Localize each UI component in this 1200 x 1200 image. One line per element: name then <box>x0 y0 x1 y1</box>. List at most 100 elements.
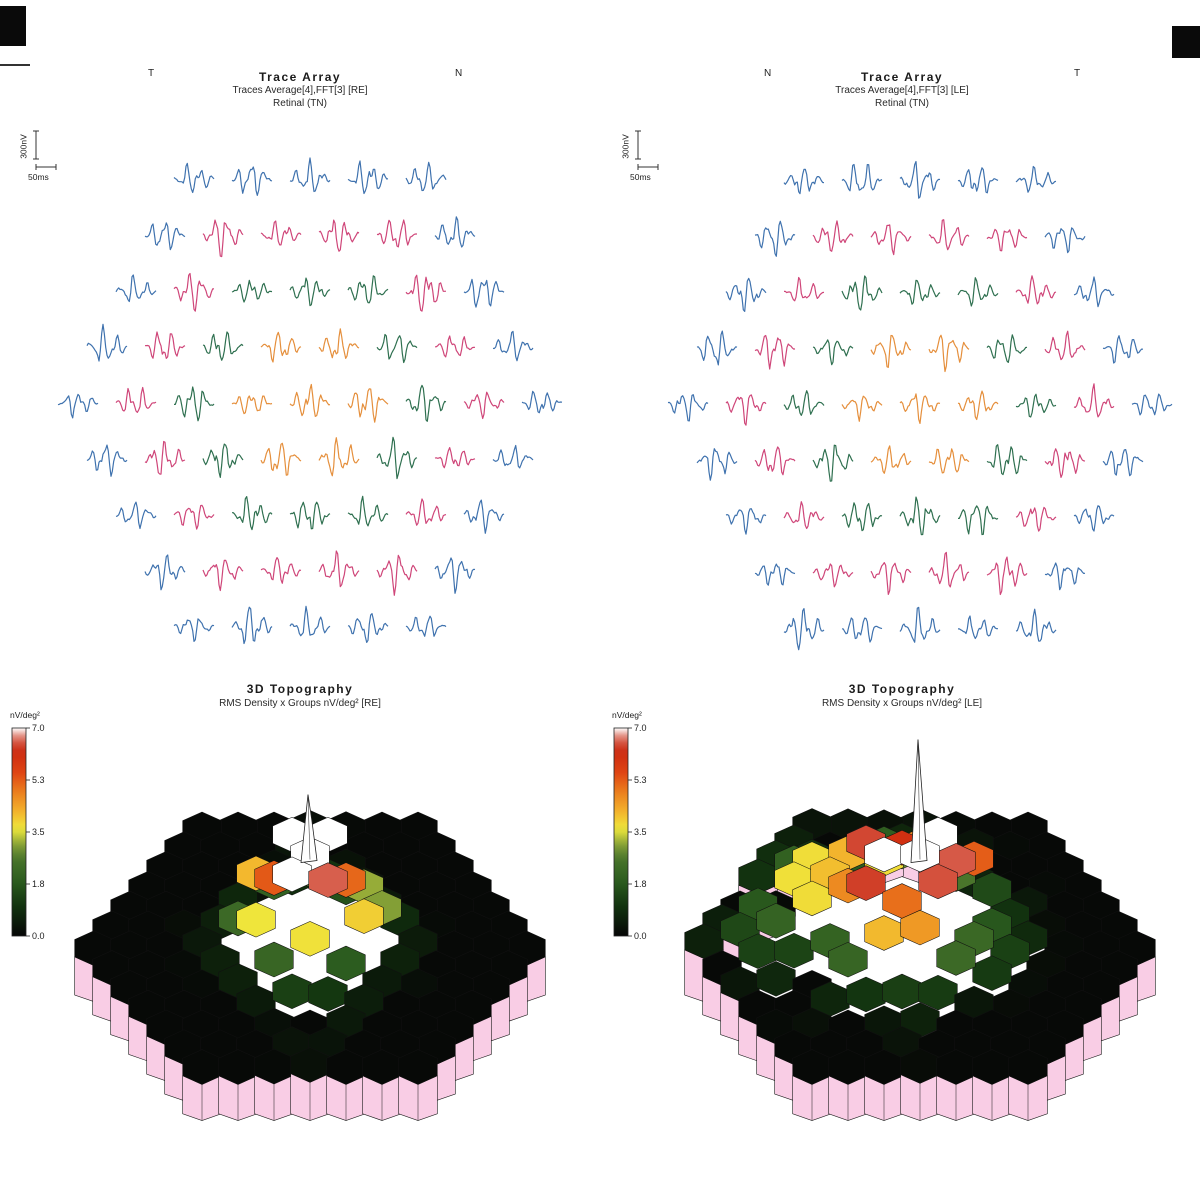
topo-hex-cell <box>308 862 348 898</box>
mferg-trace <box>725 277 767 312</box>
mferg-trace <box>812 444 854 482</box>
mferg-trace <box>231 606 273 645</box>
mferg-trace <box>173 162 215 194</box>
mferg-trace <box>958 505 999 536</box>
colorbar-unit-label: nV/deg² <box>612 710 642 720</box>
mferg-trace <box>86 444 128 477</box>
mferg-trace <box>115 501 157 530</box>
mferg-trace <box>260 442 302 476</box>
mferg-trace <box>405 498 447 526</box>
mferg-trace <box>696 330 738 366</box>
topography-panel-right-eye: 3D Topography RMS Density x Groups nV/de… <box>0 668 600 1200</box>
mferg-trace <box>202 219 244 258</box>
mferg-trace <box>986 444 1028 476</box>
mferg-trace <box>231 166 273 196</box>
topo-hex-cell <box>290 1047 330 1083</box>
mferg-trace <box>870 224 912 256</box>
topo-hex-cell <box>398 1049 438 1085</box>
mferg-trace <box>1044 330 1086 361</box>
mferg-trace <box>870 562 912 595</box>
mferg-trace <box>841 617 883 643</box>
mferg-trace <box>1015 608 1057 642</box>
topography-svg-re <box>74 794 546 1121</box>
trace-array-panel-left-eye: N T Trace Array Traces Average[4],FFT[3]… <box>602 58 1200 670</box>
mferg-trace <box>784 276 825 302</box>
panel-subtitle: RMS Density x Groups nV/deg² [RE] <box>219 698 381 709</box>
mferg-trace <box>376 219 417 248</box>
topo-hex-cell <box>774 932 814 969</box>
orientation-label-temporal: T <box>148 68 155 79</box>
colorbar-tick-label: 7.0 <box>32 723 45 733</box>
mferg-trace <box>899 496 941 536</box>
topo-hex-cell <box>846 976 886 1013</box>
mferg-trace <box>260 331 302 363</box>
mferg-trace <box>928 551 970 588</box>
colorbar-tick-label: 1.8 <box>32 879 45 889</box>
topo-hex-cell <box>828 941 868 978</box>
mferg-trace <box>435 335 476 358</box>
mferg-trace <box>318 328 360 359</box>
topo-hex-cell <box>756 902 796 939</box>
mferg-trace <box>957 277 999 307</box>
topo-hex-cell <box>864 915 904 951</box>
mferg-trace <box>144 222 186 251</box>
mferg-trace <box>347 160 389 195</box>
colorbar-unit-label: nV/deg² <box>10 710 40 720</box>
topo-hex-cell <box>272 973 312 1010</box>
mferg-trace <box>434 216 476 248</box>
mferg-trace <box>318 437 360 477</box>
mferg-trace <box>1044 227 1086 254</box>
mferg-trace <box>405 274 447 312</box>
mferg-trace <box>1015 275 1057 305</box>
mferg-trace <box>754 446 796 476</box>
mferg-trace <box>841 163 883 192</box>
mferg-trace <box>928 448 970 474</box>
mferg-trace <box>812 563 854 588</box>
topo-hex-cell <box>326 945 366 982</box>
mferg-trace <box>347 495 389 527</box>
mferg-trace <box>144 440 186 475</box>
topo-hex-cell <box>236 901 276 938</box>
colorbar-tick-label: 0.0 <box>32 931 45 941</box>
spike-crease <box>917 739 921 860</box>
topo-hex-cell <box>918 863 958 900</box>
mferg-trace <box>289 605 331 637</box>
colorbar-tick-label: 5.3 <box>634 775 647 785</box>
panel-axis-note: Retinal (TN) <box>273 98 327 109</box>
topo-hex-cell <box>936 940 976 976</box>
mferg-trace <box>1102 449 1144 477</box>
mferg-trace <box>1073 383 1115 418</box>
mferg-trace <box>754 220 796 257</box>
mferg-trace <box>260 557 302 584</box>
mferg-trace <box>986 228 1028 252</box>
panel-axis-note: Retinal (TN) <box>875 98 929 109</box>
mferg-trace <box>899 393 941 424</box>
mferg-trace <box>289 277 331 307</box>
scan-artifact-edge-line <box>0 64 30 66</box>
mferg-trace <box>812 339 854 366</box>
panel-subtitle: RMS Density x Groups nV/deg² [LE] <box>821 698 983 709</box>
mferg-trace <box>289 383 331 417</box>
orientation-label-temporal: T <box>1074 68 1081 79</box>
scale-label-time: 50ms <box>630 172 651 182</box>
mferg-trace <box>1102 335 1144 364</box>
colorbar-tick-label: 1.8 <box>634 879 647 889</box>
topo-hex-cell <box>918 974 958 1011</box>
mferg-trace <box>202 559 244 592</box>
mferg-trace <box>986 556 1028 596</box>
mferg-trace <box>318 550 360 588</box>
mferg-trace <box>870 445 912 474</box>
mferg-trace <box>899 606 941 643</box>
topo-hex-cell <box>756 961 796 997</box>
mferg-trace <box>57 393 99 419</box>
scale-label-time: 50ms <box>28 172 49 182</box>
mferg-trace <box>173 618 215 642</box>
mferg-trace <box>289 501 331 530</box>
mferg-trace <box>86 323 128 362</box>
mferg-trace <box>376 436 418 480</box>
mferg-trace <box>1015 165 1057 193</box>
mferg-trace <box>347 613 389 643</box>
mferg-trace <box>405 615 447 637</box>
mferg-trace <box>899 279 941 305</box>
